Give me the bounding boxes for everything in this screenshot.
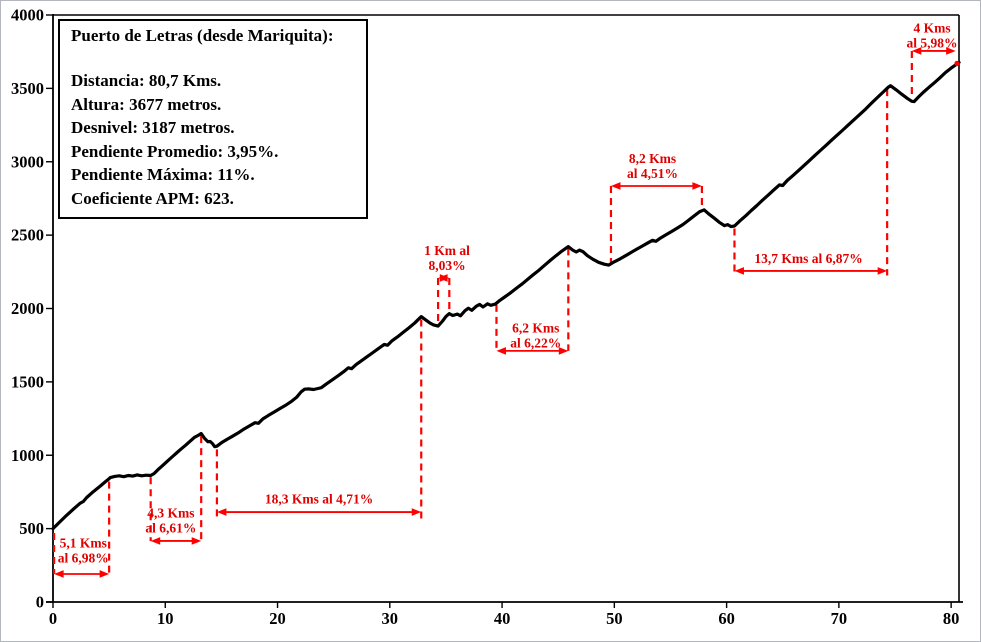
- info-box: Puerto de Letras (desde Mariquita): Dist…: [58, 19, 368, 219]
- y-tick-label: 4000: [11, 6, 44, 25]
- segment-annotation-8: 4 Kms al 5,98%: [907, 21, 958, 99]
- stat-desnivel: Desnivel: 3187 metros.: [71, 118, 235, 137]
- stat-altura: Altura: 3677 metros.: [71, 94, 222, 114]
- x-tick-label: 60: [718, 609, 735, 628]
- stat-pendiente-promedio: Pendiente Promedio: 3,95%.: [71, 141, 279, 161]
- stat-coeficiente-apm: Coeficiente APM: 623.: [71, 188, 234, 208]
- segment-label: 13,7 Kms al 6,87%: [754, 251, 862, 266]
- x-tick-label: 20: [269, 609, 286, 628]
- segment-annotation-2: 4,3 Kms al 6,61%: [145, 436, 203, 545]
- segment-label: 4 Kms al 5,98%: [907, 21, 958, 51]
- y-tick-label: 2500: [11, 226, 44, 245]
- y-tick-label: 1500: [11, 372, 44, 391]
- chart-title: Puerto de Letras (desde Mariquita):: [71, 26, 334, 45]
- x-tick-label: 10: [157, 609, 174, 628]
- segment-label: 5,1 Kms al 6,98%: [58, 536, 109, 566]
- x-axis: 0 10 20 30 40 50 60 70 80: [49, 602, 960, 628]
- x-tick-label: 70: [831, 609, 848, 628]
- y-tick-label: 1000: [11, 446, 44, 465]
- segment-annotation-1: 5,1 Kms al 6,98%: [53, 481, 111, 578]
- segment-label: 1 Km al 8,03%: [424, 243, 470, 273]
- stat-distancia: Distancia: 80,7 Kms.: [71, 71, 222, 90]
- elevation-profile-line: [51, 60, 961, 531]
- segment-annotation-6: 8,2 Kms al 4,51%: [609, 151, 704, 264]
- x-tick-label: 40: [494, 609, 511, 628]
- segment-label: 8,2 Kms al 4,51%: [627, 151, 678, 181]
- x-tick-label: 50: [606, 609, 623, 628]
- y-tick-label: 0: [36, 593, 44, 612]
- y-tick-label: 3500: [11, 79, 44, 98]
- y-axis: 0 500 1000 1500 2000 2500 3000 3500 4000: [11, 6, 53, 612]
- y-tick-label: 500: [19, 519, 44, 538]
- segment-annotation-5: 6,2 Kms al 6,22%: [495, 248, 570, 355]
- x-tick-label: 30: [382, 609, 399, 628]
- segment-label: 6,2 Kms al 6,22%: [510, 321, 561, 351]
- y-tick-label: 2000: [11, 299, 44, 318]
- segment-annotation-7: 13,7 Kms al 6,87%: [733, 89, 889, 276]
- segment-label: 4,3 Kms al 6,61%: [145, 506, 196, 536]
- segment-annotation-4: 1 Km al 8,03%: [424, 243, 470, 324]
- stat-pendiente-maxima: Pendiente Máxima: 11%.: [71, 165, 255, 184]
- segment-annotation-3: 18,3 Kms al 4,71%: [215, 319, 423, 520]
- x-tick-label: 80: [943, 609, 960, 628]
- x-tick-label: 0: [49, 609, 57, 628]
- y-tick-label: 3000: [11, 152, 44, 171]
- segment-label: 18,3 Kms al 4,71%: [265, 492, 373, 507]
- summit-marker-dot: [954, 60, 960, 67]
